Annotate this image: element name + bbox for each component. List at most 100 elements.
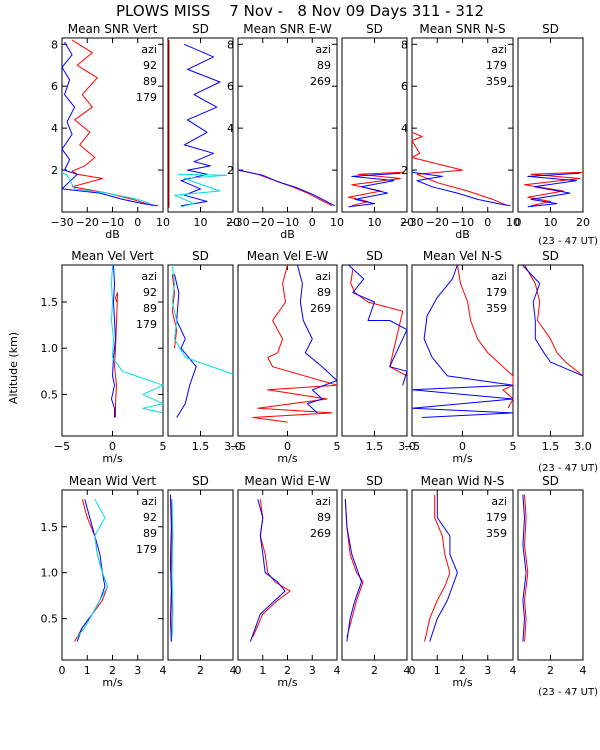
x-tick-label: 1.5 (542, 440, 560, 453)
x-tick-label: 10 (544, 216, 558, 229)
y-tick-label: 2 (401, 164, 408, 177)
y-tick-label: 1.5 (41, 521, 59, 534)
time-note-row1: (23 - 47 UT) (538, 236, 598, 247)
series-line-359 (522, 494, 527, 642)
series-line-269 (348, 172, 401, 208)
x-tick-label: 10 (194, 216, 208, 229)
panel-title: SD (542, 474, 559, 488)
series-line-269 (249, 499, 286, 642)
x-tick-label: −10 (276, 216, 299, 229)
panel-title: SD (542, 22, 559, 36)
legend-entry-89: 89 (143, 75, 157, 88)
legend-entry-92: 92 (143, 511, 157, 524)
plot-frame (341, 489, 408, 661)
plot-frame (167, 264, 234, 437)
legend-entry-359: 359 (486, 302, 507, 315)
x-axis-label: m/s (102, 452, 122, 465)
x-tick-label: −10 (101, 216, 124, 229)
legend-entry-269: 269 (310, 302, 331, 315)
panel-15: Mean Wid E-W 0 1 2 3 4 m/s azi 89 269 (235, 474, 341, 689)
panel-title: SD (192, 474, 209, 488)
x-tick-label: 2 (547, 664, 554, 677)
panel-14: SD 2 4 (167, 474, 237, 677)
legend-entry-179: 179 (136, 318, 157, 331)
x-tick-label: 3 (484, 664, 491, 677)
y-tick-label: 6 (51, 80, 58, 93)
legend-entry-179: 179 (486, 59, 507, 72)
series-line-179 (524, 264, 584, 377)
x-tick-label: 0 (109, 440, 116, 453)
series-line-269 (237, 169, 335, 207)
series-line-269 (296, 264, 338, 414)
plot-frame (167, 37, 234, 213)
series-line-89 (344, 499, 364, 638)
panel-8: SD 1.5 3.0 (167, 249, 242, 453)
x-tick-label: 1 (434, 664, 441, 677)
x-tick-label: 1.5 (192, 440, 210, 453)
y-tick-label: 0.5 (41, 613, 59, 626)
series-line-89 (169, 494, 172, 642)
x-tick-label: 4 (580, 664, 587, 677)
series-line-269 (348, 264, 408, 386)
x-tick-label: −30 (226, 216, 249, 229)
panel-3: Mean SNR E-W −30 −20 −10 0 10 2 4 6 8 dB azi 89 269 (226, 22, 344, 241)
panel-11: Mean Vel N-S −5 0 5 m/s azi 179 359 (404, 249, 517, 465)
x-tick-label: 5 (160, 440, 167, 453)
series-line-179 (171, 264, 234, 375)
legend-header: azi (491, 43, 507, 56)
legend-entry-179: 179 (486, 286, 507, 299)
x-tick-label: 0 (484, 216, 491, 229)
panel-9: Mean Vel E-W −5 0 5 m/s azi 89 269 (230, 249, 341, 465)
series-line-179 (524, 171, 584, 207)
x-tick-label: 3.0 (224, 440, 242, 453)
panel-title: SD (366, 249, 383, 263)
legend-entry-359: 359 (486, 75, 507, 88)
legend-entry-179: 179 (136, 91, 157, 104)
x-tick-label: 3.0 (574, 440, 592, 453)
x-tick-label: −5 (230, 440, 246, 453)
panel-18: SD 2 4 (517, 474, 587, 677)
x-axis-label: m/s (102, 676, 122, 689)
legend-header: azi (315, 43, 331, 56)
series-line-89 (252, 264, 338, 423)
legend-entry-269: 269 (310, 75, 331, 88)
x-tick-label: 1 (84, 664, 91, 677)
legend-entry-92: 92 (143, 59, 157, 72)
series-line-179 (411, 131, 509, 207)
x-tick-label: 2 (109, 664, 116, 677)
x-tick-label: 20 (226, 216, 240, 229)
series-line-89 (174, 274, 197, 418)
x-tick-label: 20 (400, 216, 414, 229)
legend-entry-89: 89 (317, 511, 331, 524)
series-line-359 (527, 172, 580, 208)
legend-header: azi (491, 495, 507, 508)
legend-entry-89: 89 (143, 527, 157, 540)
plot-frame (517, 264, 584, 437)
panel-title: Mean SNR E-W (243, 22, 332, 36)
y-tick-label: 2 (51, 164, 58, 177)
x-tick-label: 4 (230, 664, 237, 677)
panel-2: SD 10 20 (167, 22, 240, 229)
panel-16: SD 2 4 (341, 474, 411, 677)
x-tick-label: −20 (251, 216, 274, 229)
y-tick-label: 6 (401, 80, 408, 93)
series-line-89 (111, 264, 116, 418)
series-line-92 (71, 39, 154, 207)
legend-entry-179: 179 (136, 543, 157, 556)
panel-6: SD 0 10 20 (515, 22, 591, 229)
legend-entry-359: 359 (486, 527, 507, 540)
x-tick-label: 5 (510, 440, 517, 453)
plot-frame (517, 37, 584, 213)
series-line-179 (174, 173, 227, 208)
panel-1: Mean SNR Vert −30 −20 −10 0 10 2 4 6 8 dB azi 92 89 17… (50, 22, 170, 241)
x-tick-label: 2 (284, 664, 291, 677)
x-tick-label: 0 (459, 440, 466, 453)
legend-entry-179: 179 (486, 511, 507, 524)
series-line-359 (411, 264, 514, 418)
panel-title: Mean Vel E-W (247, 249, 329, 263)
series-line-89 (350, 269, 408, 377)
series-line-89 (61, 41, 158, 207)
x-tick-label: 3 (134, 664, 141, 677)
x-tick-label: −5 (404, 440, 420, 453)
